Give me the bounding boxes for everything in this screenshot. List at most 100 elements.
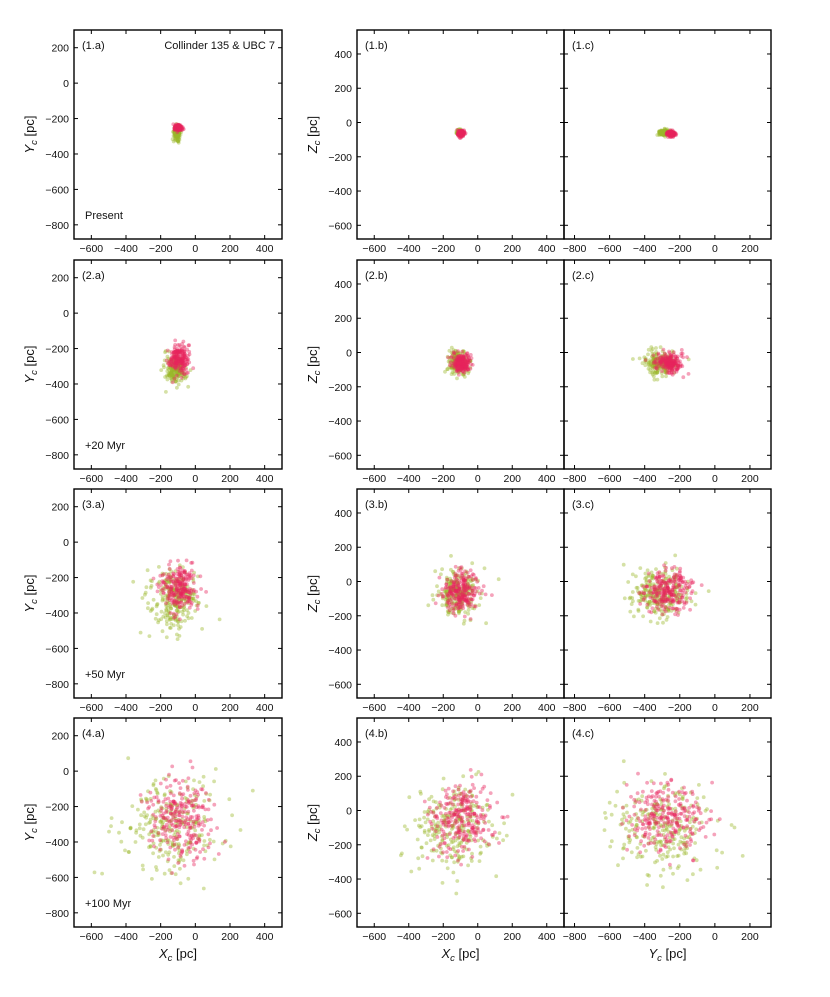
data-point-ubc7 — [671, 131, 675, 135]
data-point-ubc7 — [453, 812, 458, 817]
data-point-ubc7 — [438, 811, 443, 815]
data-point-collinder135 — [628, 609, 633, 614]
data-point-collinder135 — [440, 839, 445, 843]
data-point-ubc7 — [175, 125, 180, 130]
data-point-collinder135 — [180, 585, 185, 589]
data-point-ubc7 — [178, 345, 183, 349]
data-point-collinder135 — [175, 604, 180, 609]
data-point-ubc7 — [178, 580, 183, 585]
data-point-ubc7 — [176, 351, 181, 356]
data-point-ubc7 — [174, 598, 179, 603]
data-point-collinder135 — [457, 130, 462, 135]
data-point-collinder135 — [174, 842, 179, 847]
data-point-collinder135 — [430, 593, 435, 598]
data-point-ubc7 — [448, 589, 453, 593]
data-point-ubc7 — [178, 126, 183, 131]
data-point-collinder135 — [197, 833, 202, 838]
data-point-collinder135 — [663, 363, 667, 368]
data-point-ubc7 — [180, 352, 185, 357]
data-point-collinder135 — [449, 350, 454, 355]
data-point-ubc7 — [454, 364, 459, 369]
data-point-collinder135 — [458, 132, 463, 136]
data-point-collinder135 — [701, 795, 706, 800]
data-point-ubc7 — [176, 861, 181, 865]
data-point-ubc7 — [173, 810, 178, 814]
data-point-collinder135 — [434, 824, 438, 828]
data-point-collinder135 — [455, 859, 460, 864]
y-tick-label: −800 — [45, 908, 69, 920]
points — [602, 759, 745, 890]
data-point-ubc7 — [667, 605, 672, 610]
data-point-ubc7 — [457, 359, 462, 364]
data-point-collinder135 — [175, 632, 179, 637]
data-point-ubc7 — [671, 134, 676, 139]
data-point-collinder135 — [457, 130, 462, 134]
data-point-collinder135 — [453, 594, 458, 598]
data-point-ubc7 — [167, 575, 172, 579]
data-point-collinder135 — [482, 819, 486, 824]
data-point-ubc7 — [463, 364, 468, 369]
data-point-ubc7 — [661, 586, 666, 591]
panel-label: (1.b) — [365, 40, 388, 52]
data-point-ubc7 — [459, 131, 464, 135]
data-point-collinder135 — [457, 130, 462, 134]
data-point-collinder135 — [446, 359, 451, 364]
panel-4-c: −800 −600 −400 −200 0 200(4.c)Yc [pc] — [563, 717, 772, 964]
data-point-ubc7 — [175, 124, 180, 129]
data-point-ubc7 — [465, 360, 470, 365]
data-point-collinder135 — [673, 581, 678, 585]
data-point-collinder135 — [685, 809, 690, 813]
data-point-collinder135 — [175, 823, 180, 828]
data-point-ubc7 — [677, 584, 682, 589]
data-point-collinder135 — [457, 361, 461, 366]
data-point-collinder135 — [456, 586, 461, 591]
data-point-collinder135 — [465, 360, 469, 365]
data-point-ubc7 — [470, 826, 475, 830]
data-point-collinder135 — [664, 130, 669, 135]
data-point-collinder135 — [466, 371, 471, 376]
data-point-ubc7 — [472, 827, 476, 832]
data-point-collinder135 — [659, 362, 663, 366]
data-point-ubc7 — [459, 361, 463, 366]
data-point-ubc7 — [458, 132, 462, 137]
data-point-ubc7 — [678, 569, 682, 574]
data-point-collinder135 — [443, 822, 448, 826]
data-point-collinder135 — [456, 130, 460, 135]
data-point-collinder135 — [674, 594, 679, 598]
data-point-ubc7 — [457, 129, 462, 134]
data-point-collinder135 — [651, 360, 656, 365]
data-point-ubc7 — [187, 605, 192, 610]
data-point-ubc7 — [172, 125, 177, 130]
data-point-collinder135 — [652, 362, 656, 366]
data-point-collinder135 — [117, 830, 121, 835]
data-point-ubc7 — [461, 355, 466, 360]
data-point-ubc7 — [444, 582, 449, 587]
data-point-collinder135 — [163, 615, 168, 620]
data-point-collinder135 — [162, 792, 167, 797]
data-point-ubc7 — [197, 839, 202, 844]
data-point-collinder135 — [448, 830, 453, 835]
data-point-collinder135 — [455, 581, 460, 585]
data-point-collinder135 — [661, 620, 665, 625]
data-point-ubc7 — [176, 569, 181, 574]
data-point-collinder135 — [457, 589, 462, 594]
data-point-ubc7 — [175, 127, 180, 132]
data-point-ubc7 — [167, 819, 172, 824]
data-point-collinder135 — [657, 593, 661, 597]
data-point-collinder135 — [175, 133, 180, 138]
data-point-ubc7 — [468, 804, 473, 809]
data-point-collinder135 — [663, 131, 668, 136]
data-point-ubc7 — [673, 357, 677, 362]
data-point-ubc7 — [672, 131, 677, 136]
data-point-collinder135 — [469, 856, 473, 861]
data-point-collinder135 — [662, 131, 667, 136]
data-point-ubc7 — [191, 803, 196, 807]
data-point-ubc7 — [452, 583, 457, 587]
data-point-collinder135 — [162, 358, 167, 363]
data-point-ubc7 — [671, 132, 676, 137]
data-point-ubc7 — [164, 582, 168, 587]
data-point-collinder135 — [478, 844, 483, 849]
data-point-ubc7 — [169, 585, 174, 589]
data-point-ubc7 — [425, 856, 430, 860]
data-point-ubc7 — [457, 132, 461, 136]
